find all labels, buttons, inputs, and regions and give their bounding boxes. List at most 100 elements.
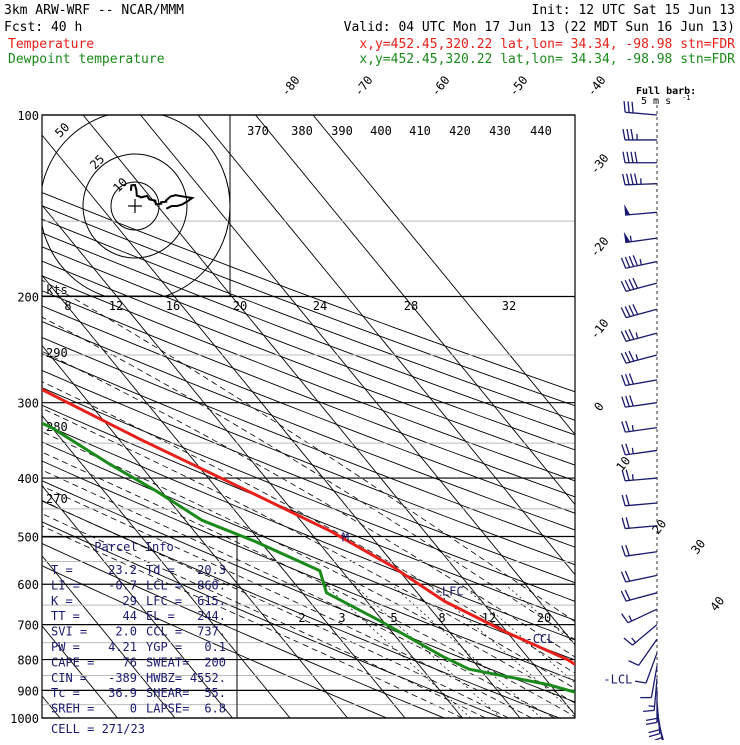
mixing-ratio-label: 2 <box>298 611 305 625</box>
valid-time: Valid: 04 UTC Mon 17 Jun 13 (22 MDT Sun … <box>344 20 735 35</box>
thetae-label: 20 <box>233 299 247 313</box>
pressure-tick-label: 800 <box>17 654 39 668</box>
hodograph-ring-label: 25 <box>87 152 107 172</box>
wind-barb-half <box>632 638 636 643</box>
wind-barb-full <box>622 444 626 455</box>
pressure-tick-label: 500 <box>17 530 39 544</box>
wind-barb-full <box>627 152 629 163</box>
hodograph-unit-label: kts <box>46 283 68 297</box>
mixing-ratio-label: 8 <box>438 611 445 625</box>
wind-barb <box>621 351 657 363</box>
parcel-row-value2: 6.8 <box>204 702 226 716</box>
theta-label: 410 <box>409 124 431 138</box>
wind-barb-full <box>632 102 633 113</box>
parcel-row-value2: 615. <box>197 594 226 608</box>
parcel-row-label1: PW = <box>51 640 80 654</box>
wind-barb-full <box>621 281 626 291</box>
wind-barb-half <box>636 333 638 339</box>
wind-barb-full <box>626 374 630 384</box>
wind-barb <box>621 329 657 341</box>
pressure-tick-label: 1000 <box>10 712 39 726</box>
wind-barb-staff <box>625 380 657 386</box>
wind-barb-half <box>629 616 632 621</box>
parcel-row-label1: LI = <box>51 578 80 592</box>
barb-legend: Full barb: 5 m s -1 <box>636 86 696 107</box>
parcel-row-value2: 55. <box>204 686 226 700</box>
wind-barb <box>624 232 657 243</box>
wind-barb <box>622 444 657 455</box>
wind-barb-full <box>626 495 629 506</box>
parcel-row-value2: 4552. <box>190 671 226 685</box>
temperature-legend-info: x,y=452.45,320.22 lat,lon= 34.34, -98.98… <box>359 37 735 52</box>
parcel-row-label1: TT = <box>51 609 80 623</box>
wind-barb-flag <box>624 232 630 243</box>
barb-legend-exponent: -1 <box>682 94 690 102</box>
wind-barb-full <box>623 174 625 185</box>
parcel-row-value1: -389 <box>108 671 137 685</box>
thetae-label: 28 <box>404 299 418 313</box>
theta-label: 400 <box>370 124 392 138</box>
isotherm-label: -30 <box>587 151 611 177</box>
model-title: 3km ARW-WRF -- NCAR/MMM <box>4 3 184 18</box>
wind-barb-staff <box>626 283 657 291</box>
pressure-tick-label: 700 <box>17 619 39 633</box>
hodograph-trace <box>131 185 192 209</box>
parcel-cell-motion: CELL = 271/23 <box>51 722 145 736</box>
theta-label: 440 <box>530 124 552 138</box>
thetae-label: 16 <box>166 299 180 313</box>
wind-barb <box>622 609 657 623</box>
parcel-row-value1: 2.0 <box>115 625 137 639</box>
level-marker-lfc: -LFC <box>435 585 464 599</box>
parcel-row-label2: YGP = <box>146 640 182 654</box>
wind-barb-full <box>629 305 634 315</box>
parcel-row-value1: 44 <box>123 609 137 623</box>
thetae-label: 24 <box>313 299 327 313</box>
parcel-row-label2: LAPSE= <box>146 702 189 716</box>
wind-barb-half <box>632 448 633 454</box>
hodograph-ring-label: 10 <box>110 175 130 195</box>
wind-barb-full <box>629 256 633 266</box>
wind-barb-full <box>628 101 629 112</box>
wind-barb-half <box>633 474 634 480</box>
wind-barb-full <box>622 397 626 408</box>
parcel-row-value2: 737. <box>197 625 226 639</box>
wind-barb-full <box>629 279 634 289</box>
wind-barb <box>621 255 657 268</box>
isotherm-line <box>0 115 3 718</box>
parcel-row-label2: LFC = <box>146 594 182 608</box>
wind-barb <box>621 571 657 582</box>
parcel-row-value2: 0.1 <box>204 640 226 654</box>
wind-barb-half <box>636 354 638 360</box>
mixing-ratio-label: 20 <box>537 611 551 625</box>
wind-barb-full <box>625 306 630 316</box>
theta-label: 370 <box>247 124 269 138</box>
wind-barb-staff <box>625 478 657 481</box>
wind-barb <box>622 374 657 386</box>
thetae-label: 12 <box>109 299 123 313</box>
wind-barb-full <box>646 718 657 720</box>
wind-barb <box>624 204 657 215</box>
wind-barb-full <box>633 304 638 314</box>
wind-barb-staff <box>625 428 657 432</box>
barb-legend-unit: 5 m s <box>641 96 671 107</box>
wind-barb-full <box>631 129 633 140</box>
wind-barb-staff <box>625 450 657 454</box>
wind-barb-full <box>627 174 629 185</box>
wind-barb-staff <box>625 552 657 556</box>
isotherm-label: 10 <box>613 454 633 474</box>
wind-barb-full <box>623 152 625 163</box>
wind-barb-full <box>626 444 630 455</box>
pressure-tick-label: 600 <box>17 578 39 592</box>
wind-barb <box>628 639 657 665</box>
wind-barb <box>622 545 657 556</box>
level-marker-m: M <box>342 530 349 544</box>
wind-barb-staff <box>626 333 657 341</box>
parcel-row-value2: 20.3 <box>197 563 226 577</box>
parcel-row-label2: SWEAT= <box>146 655 189 669</box>
dewpoint-legend-label: Dewpoint temperature <box>8 52 165 67</box>
wind-barb-full <box>628 661 638 666</box>
wind-barb-half <box>640 259 641 265</box>
thetae-label: 32 <box>502 299 516 313</box>
wind-barb-staff <box>626 355 657 363</box>
pressure-tick-label: 400 <box>17 472 39 486</box>
